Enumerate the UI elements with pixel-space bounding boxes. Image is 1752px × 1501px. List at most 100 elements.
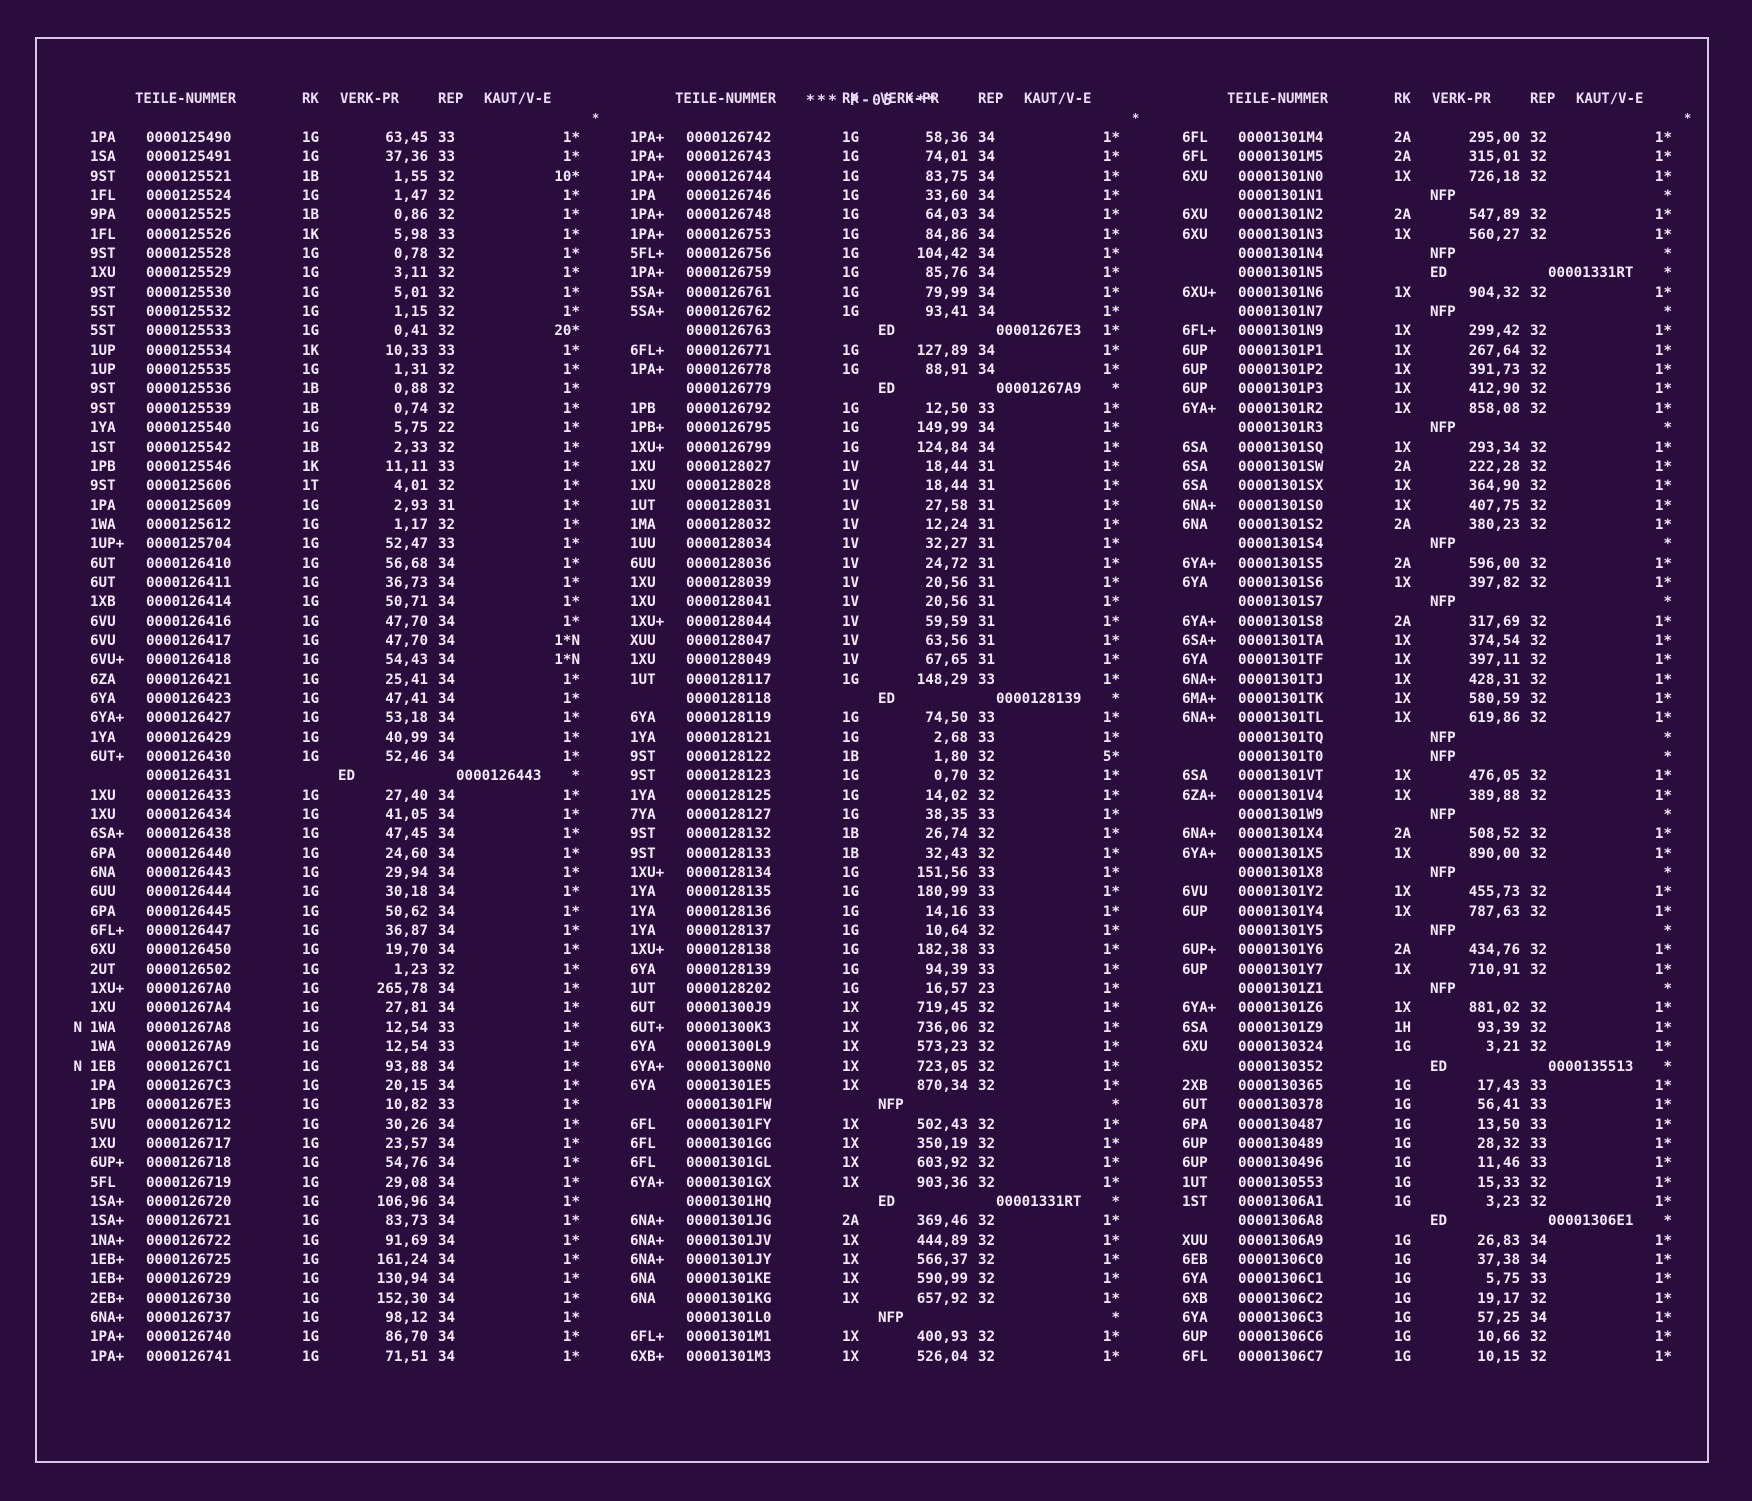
rk-value: 1G (302, 246, 320, 263)
quantity: 1* (562, 1058, 580, 1075)
part-code: 6VU (1182, 884, 1208, 901)
rk-value: 1X (1394, 574, 1412, 591)
part-code: 6NA+ (630, 1232, 665, 1249)
price: 47,70 (385, 632, 428, 649)
rk-value: 1X (842, 1019, 860, 1036)
rep-value: 32 (978, 1077, 996, 1094)
part-code: 1YA (90, 729, 116, 746)
price: 88,91 (925, 362, 968, 379)
quantity: 1* (1102, 420, 1120, 437)
price: 151,56 (916, 865, 968, 882)
part-code: 6YA (1182, 1271, 1208, 1288)
part-number: 00001300N0 (686, 1058, 772, 1075)
rep-value: 32 (1530, 787, 1548, 804)
part-code: 5ST (90, 323, 116, 340)
rep-value: 32 (978, 768, 996, 785)
rep-value: 32 (1530, 710, 1548, 727)
part-code: 1UP (90, 362, 116, 379)
status-code: ED (878, 323, 896, 340)
price: 603,92 (916, 1155, 968, 1172)
part-code: 6PA (90, 903, 116, 920)
rk-value: 1G (302, 1077, 320, 1094)
part-code: 6FL (1182, 130, 1208, 146)
rep-value: 32 (1530, 207, 1548, 224)
quantity: 1* (1654, 1232, 1672, 1249)
part-code: 6UT (630, 1000, 656, 1017)
rep-value: 31 (978, 574, 996, 591)
rep-value: 34 (438, 884, 456, 901)
price: 350,19 (916, 1135, 968, 1152)
col-header-rk: RK (842, 91, 859, 107)
rk-value: 1G (302, 1348, 320, 1365)
part-code: 1XU (630, 652, 656, 669)
quantity: * (1663, 265, 1672, 282)
rep-value: 34 (438, 1309, 456, 1326)
rep-value: 32 (438, 284, 456, 301)
part-number: 0000126410 (146, 555, 232, 572)
rep-value: 33 (438, 458, 456, 475)
part-number: 0000126421 (146, 671, 232, 688)
rk-value: 1G (302, 690, 320, 707)
rk-value: 1X (842, 1290, 860, 1307)
part-number: 0000125540 (146, 420, 232, 437)
quantity: 1* (1654, 826, 1672, 843)
part-number: 00001267C3 (146, 1077, 232, 1094)
part-code: 6UT (1182, 1097, 1208, 1114)
part-code: 6FL (1182, 149, 1208, 166)
quantity: 1* (562, 1019, 580, 1036)
quantity: 1* (1654, 1271, 1672, 1288)
rep-value: 31 (978, 478, 996, 495)
quantity: 1* (1102, 1116, 1120, 1133)
part-number: 0000128133 (686, 845, 772, 862)
reference-number: 00001306E1 (1548, 1213, 1634, 1230)
part-code: 1PA (90, 497, 116, 514)
part-code: 6PA (1182, 1116, 1208, 1133)
part-number: 00001301HQ (686, 1193, 772, 1210)
price: 14,02 (925, 787, 968, 804)
price: 10,82 (385, 1097, 428, 1114)
price: 389,88 (1468, 787, 1520, 804)
part-number: 0000126444 (146, 884, 232, 901)
rk-value: 1X (842, 1174, 860, 1191)
quantity: 1* (562, 845, 580, 862)
quantity: 1* (562, 1251, 580, 1268)
rk-value: 1G (302, 1135, 320, 1152)
part-code: 6ZA (90, 671, 116, 688)
part-number: 0000126438 (146, 826, 232, 843)
part-number: 00001301S8 (1238, 613, 1324, 630)
price: 57,25 (1477, 1309, 1520, 1326)
part-code: 6YA+ (630, 1058, 665, 1075)
part-code: 6NA+ (630, 1251, 665, 1268)
part-number: 0000126411 (146, 574, 232, 591)
part-number: 0000126431 (146, 768, 232, 785)
rep-value: 32 (978, 1271, 996, 1288)
quantity: 1* (1102, 1271, 1120, 1288)
rep-value: 32 (1530, 478, 1548, 495)
rep-value: 33 (978, 671, 996, 688)
price: 1,55 (393, 168, 428, 185)
part-number: 0000128036 (686, 555, 772, 572)
rep-value: 32 (1530, 149, 1548, 166)
quantity: 1* (1102, 903, 1120, 920)
status-code: NFP (878, 1097, 904, 1114)
price: 3,23 (1485, 1193, 1520, 1210)
rep-value: 32 (1530, 1174, 1548, 1191)
part-number: 00001301VT (1238, 768, 1324, 785)
price: 881,02 (1468, 1000, 1520, 1017)
quantity: 1* (1102, 1019, 1120, 1036)
price: 590,99 (916, 1271, 968, 1288)
quantity: 1* (562, 884, 580, 901)
price: 400,93 (916, 1329, 968, 1346)
part-code: 6XU (1182, 226, 1208, 243)
part-number: 00001306A8 (1238, 1213, 1324, 1230)
quantity: 1* (562, 400, 580, 417)
part-number: 0000125535 (146, 362, 232, 379)
quantity: 1* (1654, 516, 1672, 533)
part-code: 6FL (1182, 1348, 1208, 1365)
part-number: 00001267A9 (146, 1039, 232, 1056)
status-code: NFP (1430, 536, 1456, 553)
part-number: 0000128031 (686, 497, 772, 514)
rk-value: 1G (302, 284, 320, 301)
price: 98,12 (385, 1309, 428, 1326)
part-number: 00001306C6 (1238, 1329, 1324, 1346)
